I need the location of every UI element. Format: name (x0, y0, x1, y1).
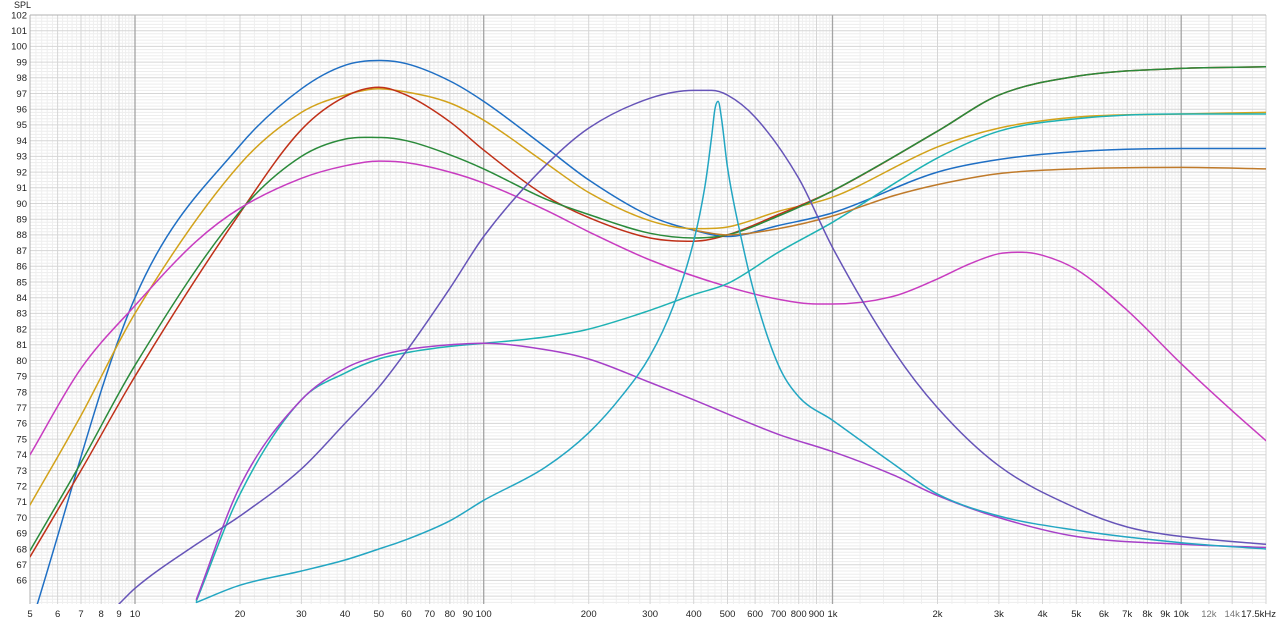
y-tick-label: 96 (16, 105, 27, 116)
y-tick-label: 69 (16, 529, 27, 540)
series-line-4 (30, 66, 1266, 552)
x-tick-label: 6 (55, 609, 60, 620)
series-line-6 (195, 113, 1266, 602)
x-tick-label: 2k (932, 609, 942, 620)
series-line-5 (30, 160, 1266, 456)
y-tick-label: 95 (16, 120, 27, 131)
x-tick-label: 90 (463, 609, 474, 620)
x-tick-label: 20 (235, 609, 246, 620)
y-tick-label: 91 (16, 183, 27, 194)
y-tick-label: 75 (16, 434, 27, 445)
y-tick-label: 86 (16, 262, 27, 273)
series-line-10 (195, 100, 1266, 604)
y-tick-label: 72 (16, 482, 27, 493)
y-tick-label: 97 (16, 89, 27, 100)
series-line-9 (118, 89, 1266, 604)
y-tick-label: 90 (16, 199, 27, 210)
y-tick-label: 81 (16, 340, 27, 351)
y-tick-label: 78 (16, 387, 27, 398)
y-tick-label: 80 (16, 356, 27, 367)
y-tick-label: 67 (16, 560, 27, 571)
x-tick-label: 500 (720, 609, 736, 620)
x-tick-label: 6k (1099, 609, 1109, 620)
y-tick-label: 84 (16, 293, 27, 304)
y-tick-label: 71 (16, 497, 27, 508)
x-tick-label: 5k (1071, 609, 1081, 620)
x-tick-label: 40 (340, 609, 351, 620)
x-tick-label: 80 (445, 609, 456, 620)
series-line-7 (692, 166, 1266, 236)
x-tick-label: 9 (116, 609, 121, 620)
x-tick-labels: 5 6 7 8 9 10 20 30 40 50 60 70 80 90 100 200 300 400 500 60… (27, 609, 1276, 620)
y-tick-labels: 102 101 100 99 98 97 96 95 94 93 92 91 90 89 88 87 86 85 8… (11, 10, 27, 586)
y-tick-label: 101 (11, 26, 27, 37)
x-tick-label: 700 (771, 609, 787, 620)
x-tick-label: 5 (27, 609, 32, 620)
series-line-2 (30, 88, 1266, 506)
major-grid (29, 14, 1267, 604)
y-tick-label: 94 (16, 136, 27, 147)
series-line-1 (36, 59, 1266, 604)
x-tick-label: 12k (1201, 609, 1217, 620)
y-tick-label: 88 (16, 230, 27, 241)
x-tick-label: 10 (130, 609, 141, 620)
y-tick-label: 87 (16, 246, 27, 257)
series-line-8 (195, 342, 1266, 601)
x-tick-label: 50 (374, 609, 385, 620)
x-tick-label: 200 (581, 609, 597, 620)
y-tick-label: 82 (16, 324, 27, 335)
x-tick-label: 8 (99, 609, 104, 620)
y-tick-label: 77 (16, 403, 27, 414)
y-tick-label: 92 (16, 167, 27, 178)
x-tick-label: 30 (296, 609, 307, 620)
x-tick-label: 10k (1174, 609, 1190, 620)
y-axis-title: SPL (14, 0, 31, 10)
y-tick-label: 70 (16, 513, 27, 524)
y-tick-label: 68 (16, 544, 27, 555)
x-tick-label: 900 (809, 609, 825, 620)
y-tick-label: 83 (16, 309, 27, 320)
y-tick-label: 89 (16, 215, 27, 226)
x-tick-label: 800 (791, 609, 807, 620)
y-tick-label: 74 (16, 450, 27, 461)
y-tick-label: 100 (11, 42, 27, 53)
y-tick-label: 99 (16, 57, 27, 68)
x-tick-label: 17.5kHz (1241, 609, 1276, 620)
y-tick-label: 85 (16, 277, 27, 288)
x-tick-label: 3k (994, 609, 1004, 620)
x-tick-label: 9k (1160, 609, 1170, 620)
x-tick-label: 60 (401, 609, 412, 620)
x-tick-label: 1k (827, 609, 837, 620)
x-tick-label: 300 (642, 609, 658, 620)
x-tick-label: 7 (78, 609, 83, 620)
y-tick-label: 102 (11, 10, 27, 21)
x-tick-label: 100 (476, 609, 492, 620)
x-tick-label: 14k (1225, 609, 1241, 620)
x-tick-label: 4k (1037, 609, 1047, 620)
x-tick-label: 8k (1142, 609, 1152, 620)
y-tick-label: 66 (16, 576, 27, 587)
x-tick-label: 7k (1122, 609, 1132, 620)
y-tick-label: 79 (16, 372, 27, 383)
y-tick-label: 93 (16, 152, 27, 163)
x-tick-label: 400 (686, 609, 702, 620)
curves (30, 59, 1266, 604)
x-tick-label: 600 (747, 609, 763, 620)
y-tick-label: 76 (16, 419, 27, 430)
y-tick-label: 98 (16, 73, 27, 84)
x-tick-label: 70 (424, 609, 435, 620)
y-tick-label: 73 (16, 466, 27, 477)
